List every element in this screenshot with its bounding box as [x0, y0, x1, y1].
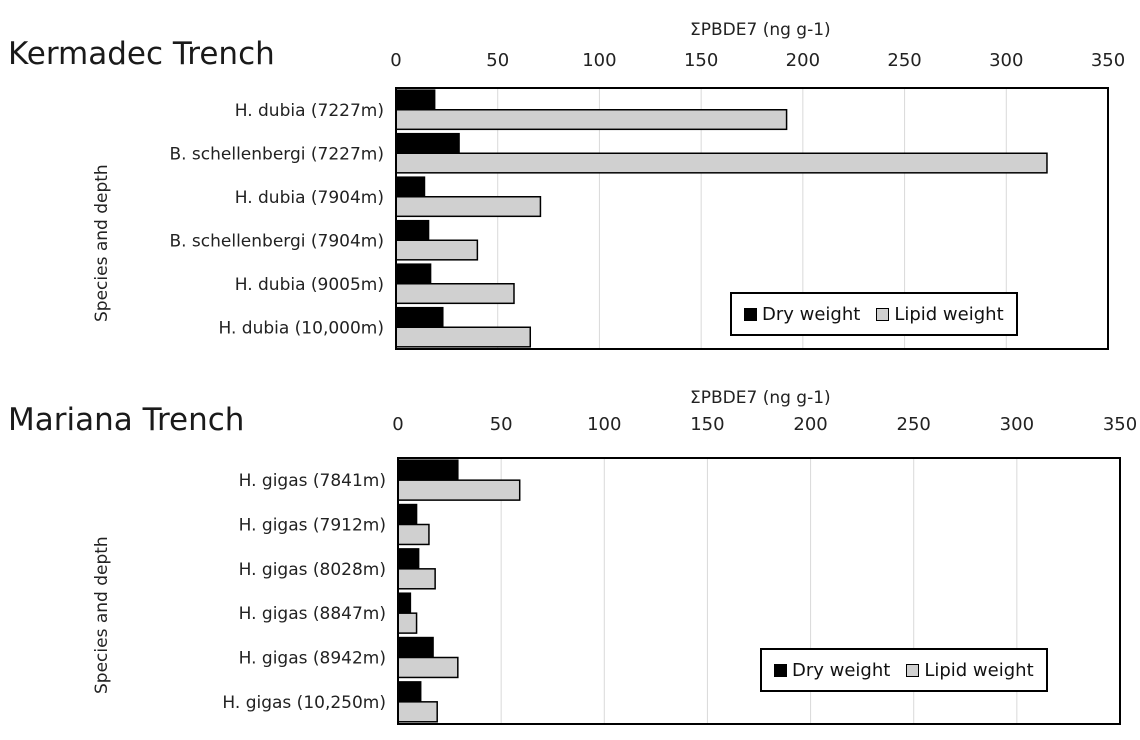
x-tick-label: 200: [793, 414, 827, 435]
bar-dry-weight: [397, 503, 418, 526]
mariana-panel: Mariana Trench ΣPBDE7 (ng g-1) Species a…: [0, 370, 1140, 740]
x-tick-label: 200: [786, 50, 820, 71]
bar-lipid-weight: [397, 656, 459, 679]
x-tick-label: 250: [887, 50, 921, 71]
x-tick-label: 300: [1000, 414, 1034, 435]
x-tick-label: 300: [989, 50, 1023, 71]
legend-swatch-dry: [774, 663, 787, 677]
bar-lipid-weight: [395, 196, 542, 218]
legend-item-lipid: Lipid weight: [906, 659, 1034, 681]
legend-item-dry: Dry weight: [774, 660, 890, 681]
x-tick-label: 250: [897, 414, 931, 435]
bar-lipid-weight: [395, 109, 788, 131]
x-tick-label: 100: [582, 50, 616, 71]
legend-label-lipid: Lipid weight: [924, 659, 1034, 681]
chart-legend: Dry weight Lipid weight: [730, 292, 1018, 336]
x-tick-label: 100: [587, 414, 621, 435]
bar-dry-weight: [395, 219, 430, 242]
bar-lipid-weight: [397, 612, 418, 634]
legend-item-dry: Dry weight: [744, 304, 860, 325]
bar-lipid-weight: [395, 283, 515, 305]
legend-label-lipid: Lipid weight: [894, 303, 1004, 325]
y-category-label: H. dubia (10,000m): [218, 318, 384, 338]
bar-dry-weight: [395, 132, 460, 155]
bar-lipid-weight: [397, 479, 521, 501]
y-category-label: H. gigas (10,250m): [222, 693, 386, 713]
y-category-label: H. gigas (8847m): [239, 604, 386, 624]
x-axis-label: ΣPBDE7 (ng g-1): [690, 388, 831, 408]
x-tick-label: 350: [1091, 50, 1125, 71]
legend-swatch-lipid: [876, 307, 890, 321]
y-category-label: H. gigas (8942m): [239, 649, 386, 669]
panel-title: Kermadec Trench: [8, 36, 275, 72]
bar-lipid-weight: [395, 326, 532, 348]
bar-dry-weight: [397, 459, 459, 481]
bar-lipid-weight: [395, 152, 1048, 174]
panel-title: Mariana Trench: [8, 402, 245, 438]
bar-dry-weight: [395, 306, 444, 328]
y-category-label: H. gigas (7912m): [239, 516, 386, 536]
bar-dry-weight: [397, 548, 420, 570]
x-tick-label: 50: [490, 414, 513, 435]
legend-swatch-dry: [744, 307, 757, 321]
bar-dry-weight: [395, 263, 432, 285]
x-tick-label: 50: [486, 50, 509, 71]
y-category-label: H. dubia (7227m): [235, 101, 384, 121]
legend-label-dry: Dry weight: [762, 303, 861, 325]
y-category-label: H. dubia (7904m): [235, 188, 384, 208]
bar-lipid-weight: [397, 701, 438, 723]
bar-lipid-weight: [397, 523, 430, 546]
x-tick-label: 150: [690, 414, 724, 435]
y-category-label: B. schellenbergi (7227m): [169, 144, 384, 164]
chart-legend: Dry weight Lipid weight: [760, 648, 1048, 692]
legend-item-lipid: Lipid weight: [876, 303, 1004, 325]
mariana-chart: 0 50 100 150 200 250 300 350 H. gigas (7841m) H. …: [222, 414, 1137, 725]
legend-label-dry: Dry weight: [792, 659, 891, 681]
x-tick-label: 0: [390, 50, 401, 71]
bar-dry-weight: [397, 636, 434, 659]
kermadec-chart: 0 50 100 150 200 250 300 350 H. dubia (7227m) B. …: [169, 50, 1125, 350]
kermadec-panel: Kermadec Trench ΣPBDE7 (ng g-1) Species …: [8, 20, 1125, 350]
y-category-label: H. gigas (8028m): [239, 560, 386, 580]
bar-dry-weight: [395, 89, 436, 111]
plot-frame: [395, 87, 1109, 350]
y-category-label: H. dubia (9005m): [235, 275, 384, 295]
bar-dry-weight: [397, 592, 412, 614]
bar-lipid-weight: [397, 568, 436, 590]
bar-dry-weight: [395, 176, 426, 198]
bar-dry-weight: [397, 681, 422, 703]
x-tick-label: 0: [392, 414, 403, 435]
y-category-label: H. gigas (7841m): [239, 471, 386, 491]
bar-lipid-weight: [395, 239, 479, 261]
x-tick-label: 150: [684, 50, 718, 71]
x-tick-label: 350: [1103, 414, 1137, 435]
y-category-label: B. schellenbergi (7904m): [169, 231, 384, 251]
x-axis-label: ΣPBDE7 (ng g-1): [690, 20, 831, 40]
legend-swatch-lipid: [906, 663, 920, 677]
